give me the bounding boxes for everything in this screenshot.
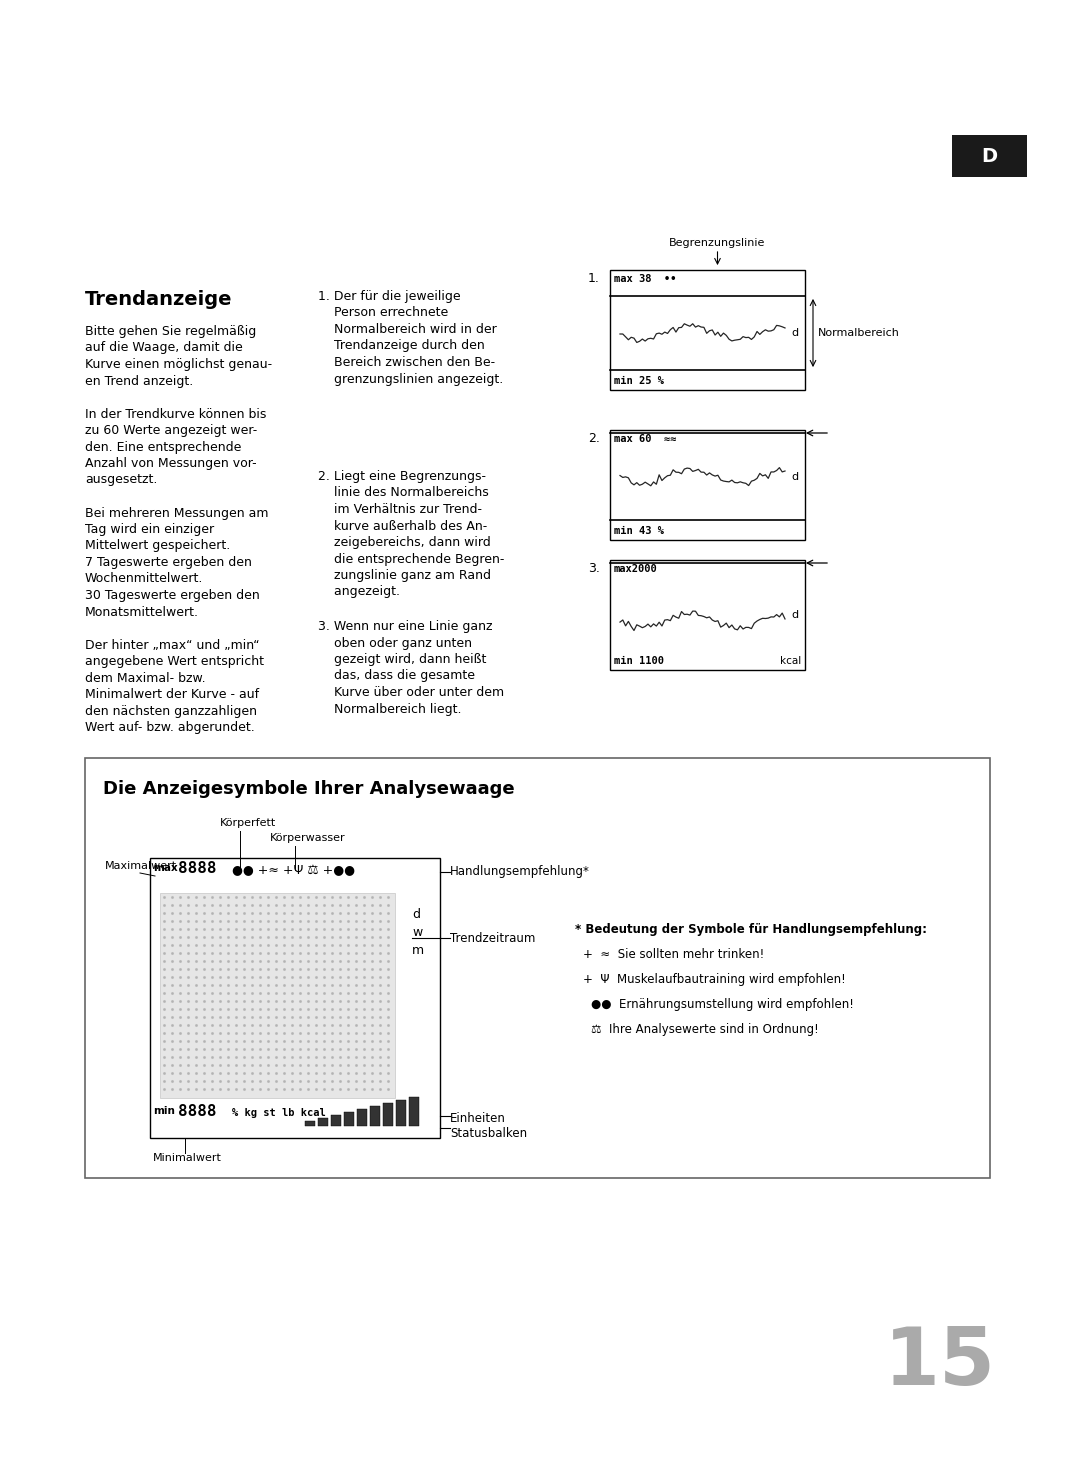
- Text: kurve außerhalb des An-: kurve außerhalb des An-: [318, 520, 487, 533]
- Text: Anzahl von Messungen vor-: Anzahl von Messungen vor-: [85, 457, 257, 470]
- Text: ⚖  Ihre Analysewerte sind in Ordnung!: ⚖ Ihre Analysewerte sind in Ordnung!: [591, 1023, 819, 1036]
- Text: Kurve über oder unter dem: Kurve über oder unter dem: [318, 686, 504, 699]
- Text: 2.: 2.: [588, 432, 599, 445]
- Text: angezeigt.: angezeigt.: [318, 586, 400, 599]
- Bar: [409, 1097, 419, 1126]
- Text: 30 Tageswerte ergeben den: 30 Tageswerte ergeben den: [85, 589, 260, 602]
- Text: grenzungslinien angezeigt.: grenzungslinien angezeigt.: [318, 373, 503, 386]
- Text: zeigebereichs, dann wird: zeigebereichs, dann wird: [318, 536, 490, 549]
- Text: min 1100: min 1100: [615, 656, 664, 666]
- Text: 3.: 3.: [588, 562, 599, 575]
- Bar: [318, 1119, 328, 1126]
- Text: 8888: 8888: [178, 862, 216, 876]
- Text: Bei mehreren Messungen am: Bei mehreren Messungen am: [85, 506, 269, 520]
- Bar: [610, 270, 805, 390]
- Text: D: D: [982, 147, 998, 166]
- Text: Normalbereich: Normalbereich: [818, 327, 900, 338]
- Text: Begrenzungslinie: Begrenzungslinie: [670, 238, 766, 248]
- Text: Trendanzeige durch den: Trendanzeige durch den: [318, 339, 485, 352]
- Text: Statusbalken: Statusbalken: [450, 1127, 527, 1141]
- Text: 7 Tageswerte ergeben den: 7 Tageswerte ergeben den: [85, 556, 252, 570]
- Text: das, dass die gesamte: das, dass die gesamte: [318, 669, 475, 683]
- Text: Normalbereich liegt.: Normalbereich liegt.: [318, 703, 461, 715]
- Text: Minimalwert der Kurve - auf: Minimalwert der Kurve - auf: [85, 688, 259, 702]
- Text: gezeigt wird, dann heißt: gezeigt wird, dann heißt: [318, 653, 486, 666]
- Text: max 38  ••: max 38 ••: [615, 275, 676, 283]
- Bar: [610, 559, 805, 669]
- Text: Trendzeitraum: Trendzeitraum: [450, 932, 536, 944]
- Text: 1.: 1.: [588, 272, 599, 285]
- Text: en Trend anzeigt.: en Trend anzeigt.: [85, 374, 193, 388]
- Text: min 25 %: min 25 %: [615, 376, 664, 386]
- Text: im Verhältnis zur Trend-: im Verhältnis zur Trend-: [318, 504, 482, 515]
- Text: kcal: kcal: [780, 656, 801, 666]
- Text: d: d: [792, 327, 799, 338]
- Text: auf die Waage, damit die: auf die Waage, damit die: [85, 342, 243, 354]
- Text: Der hinter „max“ und „min“: Der hinter „max“ und „min“: [85, 639, 259, 652]
- Text: +  ≈  Sie sollten mehr trinken!: + ≈ Sie sollten mehr trinken!: [583, 948, 765, 962]
- Text: linie des Normalbereichs: linie des Normalbereichs: [318, 486, 489, 499]
- Text: m: m: [411, 944, 424, 957]
- Bar: [610, 430, 805, 540]
- Text: Minimalwert: Minimalwert: [153, 1152, 221, 1163]
- Text: * Bedeutung der Symbole für Handlungsempfehlung:: * Bedeutung der Symbole für Handlungsemp…: [575, 923, 927, 937]
- Text: Kurve einen möglichst genau-: Kurve einen möglichst genau-: [85, 358, 272, 371]
- Bar: [357, 1108, 367, 1126]
- Text: Monatsmittelwert.: Monatsmittelwert.: [85, 605, 199, 618]
- Bar: [150, 857, 440, 1138]
- Text: Die Anzeigesymbole Ihrer Analysewaage: Die Anzeigesymbole Ihrer Analysewaage: [103, 780, 515, 799]
- Text: Körperwasser: Körperwasser: [270, 832, 346, 843]
- Text: Körperfett: Körperfett: [220, 818, 276, 828]
- Text: 1. Der für die jeweilige: 1. Der für die jeweilige: [318, 291, 461, 302]
- Text: oben oder ganz unten: oben oder ganz unten: [318, 637, 472, 649]
- Text: Wert auf- bzw. abgerundet.: Wert auf- bzw. abgerundet.: [85, 721, 255, 734]
- Text: +  Ψ  Muskelaufbautraining wird empfohlen!: + Ψ Muskelaufbautraining wird empfohlen!: [583, 973, 846, 986]
- Text: d: d: [411, 909, 420, 920]
- Text: zungslinie ganz am Rand: zungslinie ganz am Rand: [318, 570, 491, 581]
- Text: In der Trendkurve können bis: In der Trendkurve können bis: [85, 408, 267, 420]
- Text: Person errechnete: Person errechnete: [318, 307, 448, 320]
- Bar: [396, 1100, 406, 1126]
- Bar: [345, 1111, 354, 1126]
- Text: die entsprechende Begren-: die entsprechende Begren-: [318, 552, 504, 565]
- Bar: [330, 1116, 341, 1126]
- Text: 3. Wenn nur eine Linie ganz: 3. Wenn nur eine Linie ganz: [318, 619, 492, 633]
- Text: max 60  ≈≈: max 60 ≈≈: [615, 435, 676, 443]
- Text: ausgesetzt.: ausgesetzt.: [85, 474, 158, 486]
- Bar: [383, 1102, 393, 1126]
- Text: max: max: [153, 863, 178, 873]
- Text: Wochenmittelwert.: Wochenmittelwert.: [85, 573, 203, 586]
- Text: max2000: max2000: [615, 564, 658, 574]
- Text: Bitte gehen Sie regelmäßig: Bitte gehen Sie regelmäßig: [85, 324, 256, 338]
- Text: angegebene Wert entspricht: angegebene Wert entspricht: [85, 655, 264, 668]
- Text: min: min: [153, 1105, 175, 1116]
- Text: Maximalwert: Maximalwert: [105, 862, 177, 871]
- Text: Mittelwert gespeichert.: Mittelwert gespeichert.: [85, 540, 230, 552]
- Bar: [160, 893, 395, 1098]
- Text: Einheiten: Einheiten: [450, 1111, 505, 1124]
- Bar: [951, 135, 1027, 178]
- Text: ●● +≈ +Ψ ⚖ +●●: ●● +≈ +Ψ ⚖ +●●: [232, 865, 355, 876]
- Text: Tag wird ein einziger: Tag wird ein einziger: [85, 523, 214, 536]
- Text: Normalbereich wird in der: Normalbereich wird in der: [318, 323, 497, 336]
- Text: dem Maximal- bzw.: dem Maximal- bzw.: [85, 671, 205, 684]
- Text: 8888: 8888: [178, 1104, 216, 1119]
- Text: ●●  Ernährungsumstellung wird empfohlen!: ●● Ernährungsumstellung wird empfohlen!: [591, 998, 854, 1011]
- Text: w: w: [411, 926, 422, 940]
- Text: zu 60 Werte angezeigt wer-: zu 60 Werte angezeigt wer-: [85, 424, 257, 437]
- Bar: [370, 1105, 380, 1126]
- Bar: [85, 757, 990, 1177]
- Text: d: d: [792, 471, 799, 482]
- Text: % kg st lb kcal: % kg st lb kcal: [232, 1108, 326, 1119]
- Text: Handlungsempfehlung*: Handlungsempfehlung*: [450, 866, 590, 878]
- Text: den. Eine entsprechende: den. Eine entsprechende: [85, 440, 241, 454]
- Text: Bereich zwischen den Be-: Bereich zwischen den Be-: [318, 357, 495, 368]
- Text: 2. Liegt eine Begrenzungs-: 2. Liegt eine Begrenzungs-: [318, 470, 486, 483]
- Text: d: d: [792, 611, 799, 619]
- Text: Trendanzeige: Trendanzeige: [85, 291, 232, 308]
- Text: 15: 15: [885, 1324, 996, 1402]
- Text: den nächsten ganzzahligen: den nächsten ganzzahligen: [85, 705, 257, 718]
- Text: min 43 %: min 43 %: [615, 526, 664, 536]
- Bar: [305, 1122, 315, 1126]
